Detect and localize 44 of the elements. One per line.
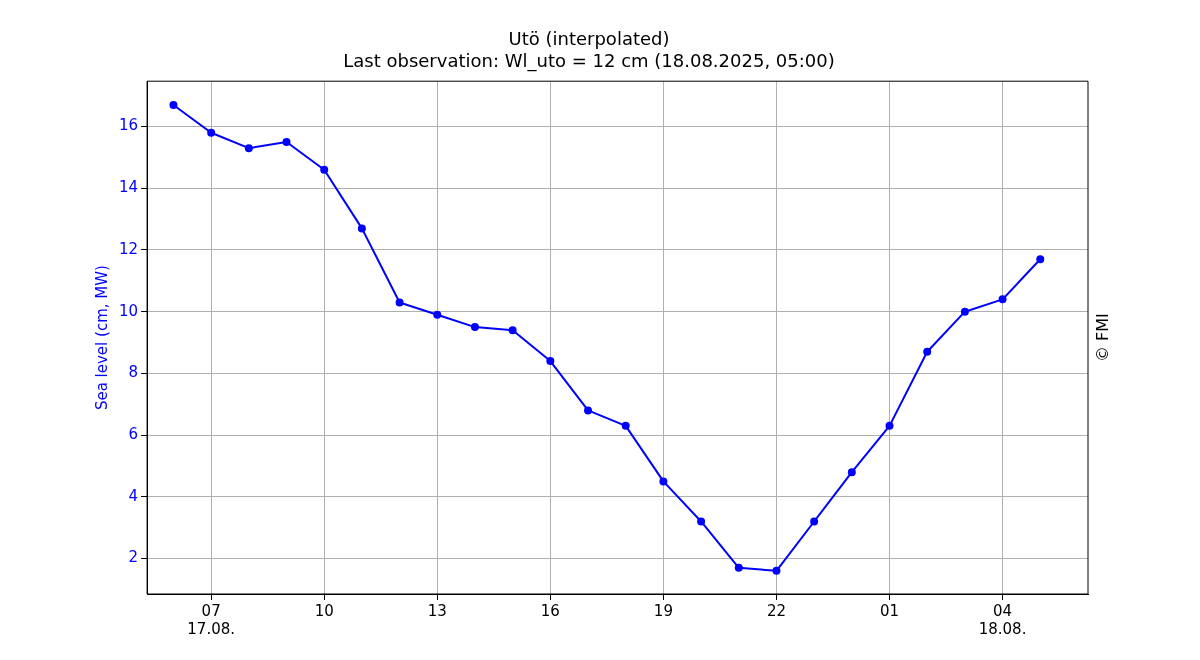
point	[960, 307, 969, 316]
point	[885, 421, 894, 430]
point	[320, 165, 329, 174]
x-tick-label: 07 17.08.	[187, 601, 236, 638]
point	[546, 357, 555, 366]
point	[697, 517, 706, 526]
x-tick-label: 22	[766, 601, 786, 620]
point	[923, 347, 932, 356]
point	[998, 295, 1007, 304]
x-tick-label: 01	[879, 601, 900, 620]
y-tick-label: 2	[128, 548, 139, 567]
y-tick-label: 8	[128, 363, 139, 382]
y-tick-label: 4	[128, 486, 139, 505]
point	[508, 326, 517, 335]
x-tick-label: 16	[540, 601, 560, 620]
point	[847, 468, 856, 477]
point	[244, 144, 253, 153]
point	[282, 137, 291, 146]
chart-subtitle: Last observation: Wl_uto = 12 cm (18.08.2025, 05:00)	[343, 50, 835, 73]
y-tick-label: 12	[118, 239, 139, 258]
point	[470, 323, 479, 332]
x-tick-label: 19	[653, 601, 673, 620]
x-tick-label: 04 18.08.	[978, 601, 1027, 638]
y-axis-title: Sea level (cm, MW)	[92, 265, 111, 411]
x-tick-label: 13	[427, 601, 447, 620]
y-tick-label: 16	[118, 116, 139, 135]
point	[810, 517, 819, 526]
point	[169, 100, 178, 109]
point	[207, 128, 216, 137]
point	[621, 421, 630, 430]
chart-title: Utö (interpolated)	[508, 28, 670, 50]
text: © FMI	[1093, 313, 1113, 363]
point	[1036, 255, 1045, 264]
point	[584, 406, 593, 415]
point	[357, 224, 366, 233]
point	[659, 477, 668, 486]
y-tick-label: 10	[118, 301, 139, 320]
point	[433, 310, 442, 319]
point	[395, 298, 404, 307]
y-tick-label: 14	[118, 178, 139, 197]
x-tick-label: 10	[314, 601, 334, 620]
point	[772, 566, 781, 575]
y-tick-label: 6	[128, 424, 139, 443]
point	[734, 563, 743, 572]
